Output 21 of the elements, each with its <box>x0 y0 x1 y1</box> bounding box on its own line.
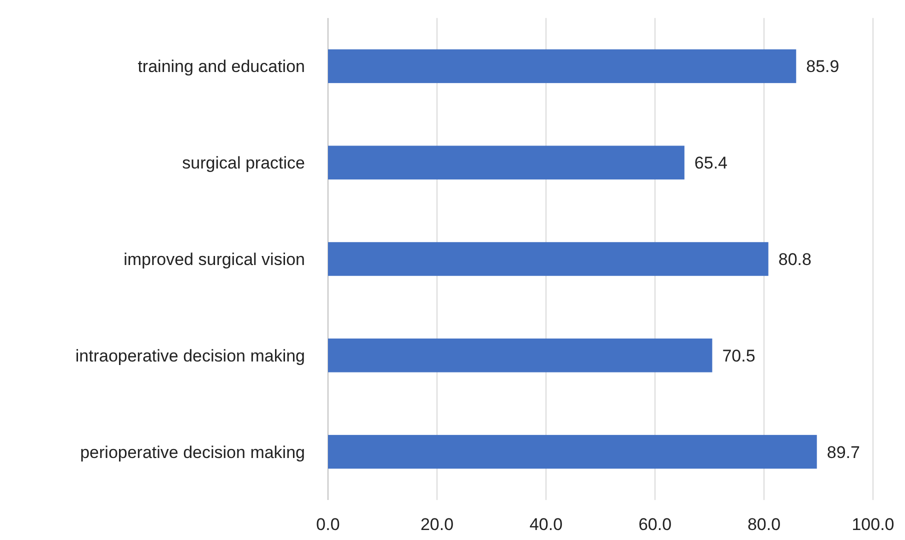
x-tick-label: 60.0 <box>638 515 672 534</box>
data-label: 65.4 <box>694 154 728 173</box>
x-tick-label: 40.0 <box>529 515 563 534</box>
data-label: 85.9 <box>806 57 840 76</box>
data-label: 89.7 <box>826 442 860 462</box>
x-tick-label: 20.0 <box>420 515 454 534</box>
bar <box>328 49 796 84</box>
data-label: 70.5 <box>722 346 756 366</box>
bar <box>328 338 712 372</box>
y-tick-label: perioperative decision making <box>80 442 305 462</box>
bar <box>328 242 768 276</box>
x-tick-label: 0.0 <box>316 515 340 534</box>
y-tick-label: improved surgical vision <box>124 250 305 269</box>
data-label: 80.8 <box>778 250 812 269</box>
bar <box>328 434 817 469</box>
y-tick-label: surgical practice <box>182 154 305 173</box>
x-tick-label: 80.0 <box>747 515 781 534</box>
y-tick-label: intraoperative decision making <box>75 346 305 366</box>
bar <box>328 146 684 180</box>
x-tick-label: 100.0 <box>852 515 894 534</box>
y-tick-label: training and education <box>138 57 305 76</box>
